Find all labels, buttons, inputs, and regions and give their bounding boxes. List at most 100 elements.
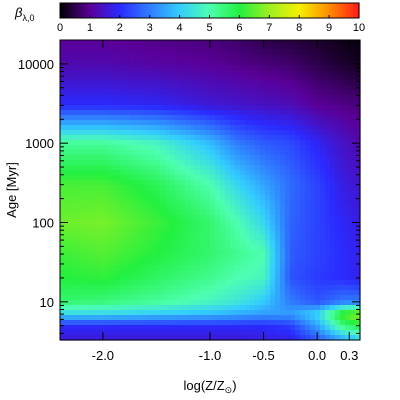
heatmap-cell [180, 110, 186, 116]
heatmap-cell [60, 240, 66, 246]
heatmap-cell [195, 290, 201, 296]
heatmap-cell [140, 95, 146, 101]
heatmap-cell [180, 95, 186, 101]
heatmap-cell [165, 275, 171, 281]
heatmap-cell [150, 235, 156, 241]
heatmap-cell [325, 50, 331, 56]
heatmap-cell [170, 270, 176, 276]
heatmap-cell [155, 230, 161, 236]
heatmap-cell [255, 210, 261, 216]
heatmap-cell [300, 65, 306, 71]
heatmap-cell [285, 135, 291, 141]
heatmap-cell [175, 70, 181, 76]
heatmap-cell [315, 275, 321, 281]
heatmap-cell [195, 220, 201, 226]
heatmap-cell [315, 225, 321, 231]
heatmap-cell [130, 135, 136, 141]
heatmap-cell [290, 145, 296, 151]
heatmap-cell [330, 90, 336, 96]
heatmap-cell [245, 140, 251, 146]
heatmap-cell [295, 295, 301, 301]
colorbar-cell [351, 3, 354, 18]
heatmap-cell [250, 235, 256, 241]
heatmap-cell [175, 210, 181, 216]
x-axis-label-close: ) [232, 378, 236, 393]
heatmap-cell [85, 305, 91, 311]
heatmap-cell [270, 115, 276, 121]
heatmap-cell [145, 200, 151, 206]
heatmap-cell [325, 315, 331, 321]
heatmap-cell [290, 40, 296, 46]
heatmap-cell [285, 85, 291, 91]
heatmap-cell [175, 225, 181, 231]
heatmap-cell [115, 325, 121, 331]
heatmap-cell [185, 90, 191, 96]
heatmap-cell [165, 255, 171, 261]
heatmap-cell [205, 205, 211, 211]
heatmap-cell [170, 210, 176, 216]
heatmap-cell [230, 290, 236, 296]
heatmap-cell [200, 270, 206, 276]
heatmap-cell [295, 280, 301, 286]
heatmap-cell [205, 145, 211, 151]
heatmap-cell [315, 55, 321, 61]
heatmap-cell [150, 265, 156, 271]
heatmap-cell [65, 310, 71, 316]
heatmap-cell [205, 220, 211, 226]
heatmap-cell [145, 170, 151, 176]
heatmap-cell [90, 315, 96, 321]
heatmap-cell [355, 250, 361, 256]
heatmap-cell [320, 90, 326, 96]
heatmap-cell [300, 55, 306, 61]
heatmap-cell [340, 325, 346, 331]
heatmap-cell [145, 45, 151, 51]
heatmap-cell [180, 195, 186, 201]
heatmap-cell [235, 220, 241, 226]
heatmap-cell [335, 235, 341, 241]
heatmap-cell [225, 150, 231, 156]
heatmap-cell [75, 160, 81, 166]
heatmap-cell [290, 250, 296, 256]
heatmap-cell [250, 215, 256, 221]
heatmap-cell [170, 130, 176, 136]
heatmap-cell [155, 60, 161, 66]
heatmap-cell [100, 55, 106, 61]
heatmap-cell [275, 175, 281, 181]
heatmap-cell [185, 215, 191, 221]
heatmap-cell [70, 185, 76, 191]
heatmap-cell [155, 295, 161, 301]
heatmap-cell [280, 155, 286, 161]
heatmap-cell [290, 200, 296, 206]
heatmap-cell [350, 55, 356, 61]
heatmap-cell [145, 105, 151, 111]
heatmap-cell [270, 230, 276, 236]
heatmap-cell [65, 205, 71, 211]
heatmap-cell [345, 105, 351, 111]
heatmap-cell [110, 175, 116, 181]
heatmap-cell [80, 40, 86, 46]
heatmap-cell [200, 55, 206, 61]
heatmap-cell [340, 335, 346, 341]
heatmap-cell [105, 265, 111, 271]
heatmap-cell [315, 285, 321, 291]
heatmap-cell [80, 260, 86, 266]
heatmap-cell [245, 150, 251, 156]
heatmap-cell [195, 90, 201, 96]
heatmap-cell [240, 160, 246, 166]
heatmap-cell [220, 285, 226, 291]
heatmap-cell [225, 145, 231, 151]
heatmap-cell [200, 215, 206, 221]
heatmap-cell [210, 310, 216, 316]
heatmap-cell [275, 125, 281, 131]
heatmap-cell [80, 115, 86, 121]
heatmap-cell [165, 325, 171, 331]
heatmap-cell [225, 225, 231, 231]
heatmap-cell [200, 295, 206, 301]
heatmap-cell [155, 170, 161, 176]
heatmap-cell [80, 150, 86, 156]
heatmap-cell [115, 55, 121, 61]
heatmap-cell [160, 130, 166, 136]
heatmap-cell [165, 130, 171, 136]
heatmap-cell [135, 80, 141, 86]
heatmap-cell [275, 85, 281, 91]
